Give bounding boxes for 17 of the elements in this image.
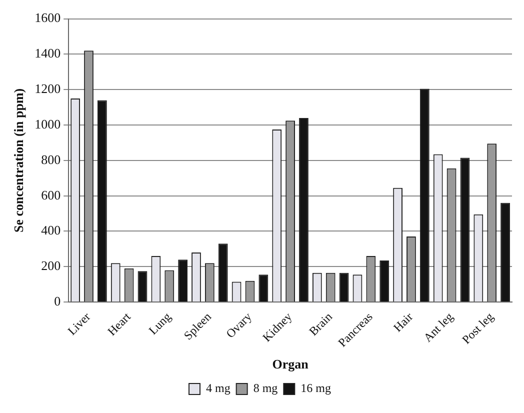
x-axis-title: Organ [272,356,310,372]
x-tick-label: Ant leg [420,310,456,345]
legend-label: 4 mg [206,381,230,396]
y-tick-label: 1200 [34,81,61,96]
y-axis-title: Se concentration (in ppm) [11,88,26,232]
y-tick-label: 1400 [34,46,61,61]
legend-label: 8 mg [253,381,278,396]
y-tick-label: 0 [54,293,61,308]
y-tick-label: 800 [41,152,61,167]
y-tick-label: 1000 [34,116,61,132]
y-tick-label: 1600 [34,10,61,26]
legend-label: 16 mg [300,381,332,396]
x-tick-label: Hair [390,310,416,335]
y-tick-label: 200 [41,258,61,274]
x-tick-label: Post leg [459,310,496,347]
y-tick-label: 400 [41,222,61,238]
y-tick-label: 600 [41,187,61,202]
